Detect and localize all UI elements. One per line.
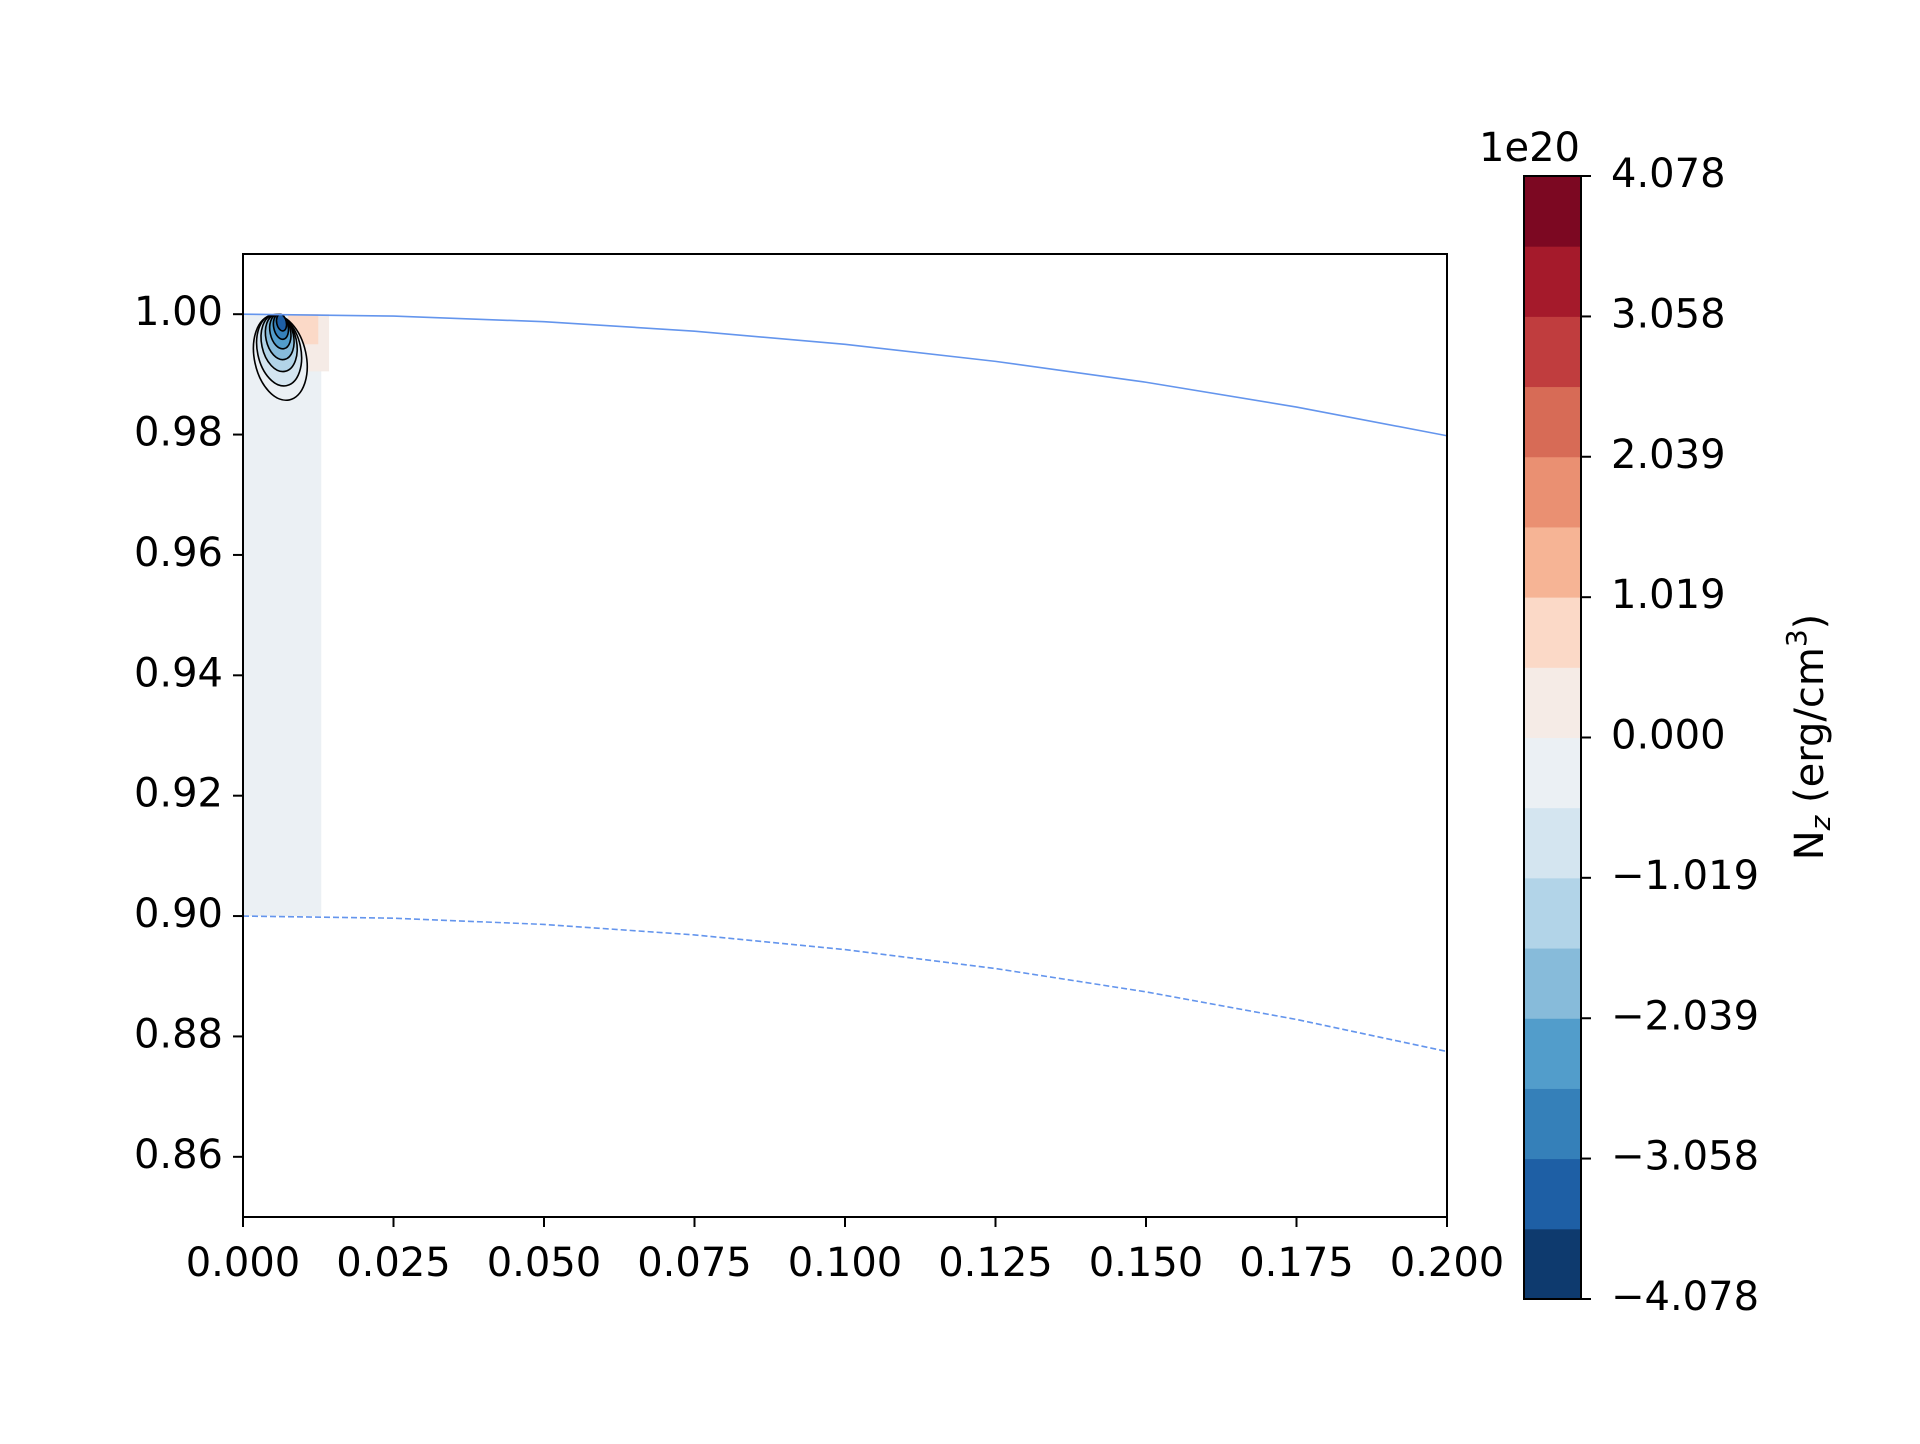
y-tick-label: 0.94 (134, 650, 223, 696)
field-patch (243, 314, 322, 917)
colorbar-band (1524, 667, 1581, 738)
y-tick-label: 0.92 (134, 771, 223, 817)
colorbar-tick-label: 2.039 (1611, 432, 1726, 478)
colorbar-band (1524, 456, 1581, 528)
colorbar: −4.078 −3.058 −2.039 −1.019 0.000 1.019 2.039 3… (1523, 151, 1759, 1320)
y-tick-label: 0.98 (134, 410, 223, 456)
colorbar-tick-label: −2.039 (1611, 993, 1759, 1039)
colorbar-tick-label: −3.058 (1611, 1134, 1759, 1180)
label-part: N (1787, 830, 1833, 860)
curve (243, 915, 1447, 1053)
colorbar-band (1524, 246, 1581, 317)
colorbar-tick-label: 0.000 (1611, 713, 1726, 759)
colorbar-band (1524, 386, 1581, 458)
x-tick-label: 0.050 (487, 1240, 602, 1286)
y-tick-label: 0.86 (134, 1132, 223, 1178)
label-subscript: z (1804, 814, 1837, 831)
y-tick-label: 0.96 (134, 530, 223, 576)
x-tick-label: 0.125 (938, 1240, 1053, 1286)
colorbar-tick-label: −4.078 (1611, 1274, 1759, 1320)
y-tick-label: 0.90 (134, 891, 223, 937)
x-tick-label: 0.200 (1390, 1240, 1505, 1286)
colorbar-band (1524, 1228, 1581, 1300)
colorbar-band (1524, 176, 1581, 247)
colorbar-band (1524, 1158, 1581, 1230)
colorbar-band (1524, 807, 1581, 879)
colorbar-band (1524, 1088, 1581, 1160)
label-superscript: 3 (1780, 629, 1813, 647)
x-tick-label: 0.075 (637, 1240, 752, 1286)
colorbar-label: Nz (erg/cm3) (1780, 614, 1837, 861)
y-tick-label: 0.88 (134, 1011, 223, 1057)
colorbar-band (1524, 737, 1581, 809)
colorbar-tick-label: 3.058 (1611, 291, 1726, 337)
x-tick-label: 0.150 (1089, 1240, 1204, 1286)
x-tick-label: 0.025 (336, 1240, 451, 1286)
curve (243, 313, 1447, 437)
colorbar-band (1524, 877, 1581, 949)
colorbar-band (1524, 948, 1581, 1019)
colorbar-band (1524, 526, 1581, 598)
colorbar-tick-label: 4.078 (1611, 151, 1726, 197)
colorbar-band (1524, 597, 1581, 668)
colorbar-offset: 1e20 (1479, 125, 1580, 171)
x-tick-label: 0.175 (1239, 1240, 1354, 1286)
colorbar-band (1524, 1018, 1581, 1089)
colorbar-band (1524, 316, 1581, 388)
plot-area (243, 313, 1447, 1053)
colorbar-tick-label: 1.019 (1611, 572, 1726, 618)
colorbar-tick-label: −1.019 (1611, 853, 1759, 899)
axes-frame (242, 253, 1448, 1218)
label-part: ) (1787, 614, 1833, 630)
label-part: (erg/cm (1787, 647, 1833, 816)
x-tick-label: 0.000 (186, 1240, 301, 1286)
y-tick-label: 1.00 (134, 289, 223, 335)
x-tick-label: 0.100 (788, 1240, 903, 1286)
